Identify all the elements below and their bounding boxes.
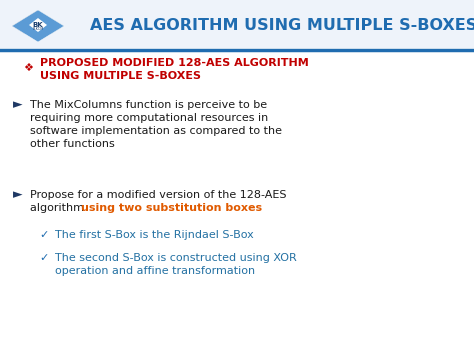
Text: algorithm: algorithm bbox=[30, 203, 88, 213]
Polygon shape bbox=[29, 18, 47, 32]
Text: ✓: ✓ bbox=[39, 253, 49, 263]
Text: The second S-Box is constructed using XOR: The second S-Box is constructed using XO… bbox=[55, 253, 297, 263]
Text: Propose for a modified version of the 128-AES: Propose for a modified version of the 12… bbox=[30, 190, 286, 200]
Text: other functions: other functions bbox=[30, 139, 115, 149]
Text: using two substitution boxes: using two substitution boxes bbox=[81, 203, 262, 213]
Bar bbox=[0, 0, 474, 48]
Text: PROPOSED MODIFIED 128-AES ALGORITHM: PROPOSED MODIFIED 128-AES ALGORITHM bbox=[40, 58, 309, 68]
Text: requiring more computational resources in: requiring more computational resources i… bbox=[30, 113, 268, 123]
Text: ►: ► bbox=[13, 189, 23, 202]
Polygon shape bbox=[12, 10, 38, 34]
Text: AES ALGORITHM USING MULTIPLE S-BOXES: AES ALGORITHM USING MULTIPLE S-BOXES bbox=[90, 18, 474, 33]
Text: ❖: ❖ bbox=[23, 63, 33, 73]
Text: The first S-Box is the Rijndael S-Box: The first S-Box is the Rijndael S-Box bbox=[55, 230, 254, 240]
Text: B-KCM: B-KCM bbox=[32, 27, 44, 32]
Text: operation and affine transformation: operation and affine transformation bbox=[55, 266, 255, 276]
Text: The MixColumns function is perceive to be: The MixColumns function is perceive to b… bbox=[30, 100, 267, 110]
Text: ✓: ✓ bbox=[39, 230, 49, 240]
Text: USING MULTIPLE S-BOXES: USING MULTIPLE S-BOXES bbox=[40, 71, 201, 81]
Polygon shape bbox=[12, 10, 64, 42]
Text: software implementation as compared to the: software implementation as compared to t… bbox=[30, 126, 282, 136]
Text: BK: BK bbox=[33, 22, 43, 28]
Polygon shape bbox=[38, 10, 64, 34]
Text: ►: ► bbox=[13, 98, 23, 111]
